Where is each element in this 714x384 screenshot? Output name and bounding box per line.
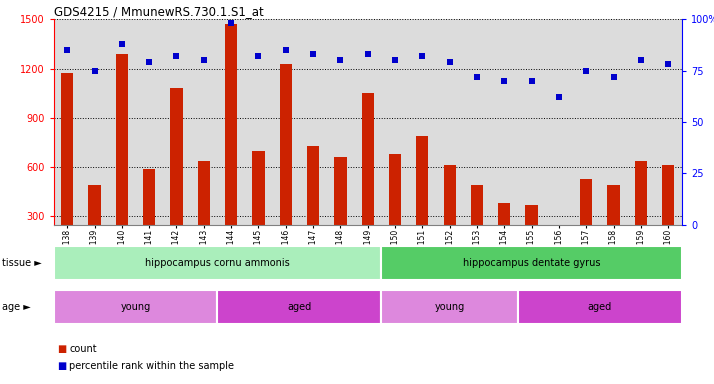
Point (389, 57, 401, 63)
Bar (280, 64, 292, 225)
Point (198, 57, 209, 63)
Text: percentile rank within the sample: percentile rank within the sample (69, 361, 234, 371)
Point (307, 51, 318, 57)
Bar (225, 24, 237, 225)
Text: ■: ■ (57, 344, 66, 354)
Bar (143, 169, 156, 225)
Point (553, 94, 565, 100)
Bar (198, 161, 210, 225)
Bar (608, 185, 620, 225)
Point (580, 68, 592, 74)
Point (171, 53, 182, 59)
Bar (580, 179, 593, 225)
Bar (381, 246, 682, 280)
Bar (662, 166, 674, 225)
Point (335, 57, 346, 63)
Point (116, 41, 128, 47)
Bar (443, 166, 456, 225)
Text: hippocampus dentate gyrus: hippocampus dentate gyrus (463, 258, 600, 268)
Text: young: young (435, 302, 465, 312)
Point (144, 59, 155, 65)
Bar (518, 290, 682, 324)
Point (362, 51, 373, 57)
Point (417, 53, 428, 59)
Bar (218, 290, 381, 324)
Bar (416, 136, 428, 225)
Point (253, 53, 264, 59)
Bar (334, 157, 346, 225)
Point (526, 78, 538, 84)
Point (635, 57, 647, 63)
Point (663, 61, 674, 68)
Bar (361, 93, 374, 225)
Bar (553, 225, 565, 256)
Text: aged: aged (588, 302, 612, 312)
Point (226, 20, 237, 26)
Text: young: young (121, 302, 151, 312)
Point (471, 74, 483, 80)
Point (61, 47, 73, 53)
Text: tissue ►: tissue ► (2, 258, 42, 268)
Bar (307, 146, 319, 225)
Text: aged: aged (287, 302, 311, 312)
Point (444, 59, 456, 65)
Point (608, 74, 619, 80)
Bar (498, 203, 511, 225)
Text: age ►: age ► (2, 302, 31, 312)
Bar (54, 246, 381, 280)
Point (280, 47, 291, 53)
Point (498, 78, 510, 84)
Text: ■: ■ (57, 361, 66, 371)
Bar (252, 151, 265, 225)
Bar (381, 290, 518, 324)
Bar (89, 185, 101, 225)
Bar (54, 290, 218, 324)
Bar (171, 88, 183, 225)
Text: hippocampus cornu ammonis: hippocampus cornu ammonis (145, 258, 290, 268)
Text: count: count (69, 344, 97, 354)
Bar (471, 185, 483, 225)
Bar (635, 161, 647, 225)
Bar (61, 73, 74, 225)
Bar (526, 205, 538, 225)
Bar (116, 54, 128, 225)
Point (89, 68, 100, 74)
Text: GDS4215 / MmunewRS.730.1.S1_at: GDS4215 / MmunewRS.730.1.S1_at (54, 5, 263, 18)
Bar (389, 154, 401, 225)
